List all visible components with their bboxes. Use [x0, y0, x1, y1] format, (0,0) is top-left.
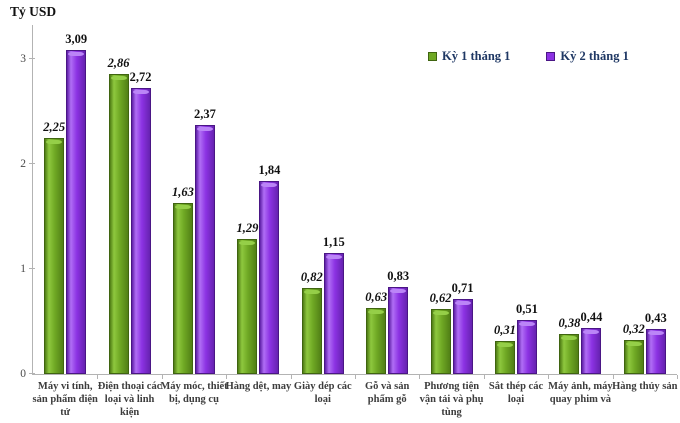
bar-group: 0,31 0,51 Sắt thép các loại: [484, 25, 548, 405]
bar-group: 2,86 2,72 Điện thoại các loại và linh kiện: [97, 25, 162, 417]
bar: [559, 334, 580, 374]
xtick-mark: [612, 375, 614, 379]
legend-item: Kỳ 1 tháng 1: [428, 49, 510, 64]
bar: [516, 320, 537, 374]
ytick-label: 2: [20, 158, 26, 170]
xtick-mark: [226, 375, 228, 379]
bar-group: 1,29 1,84 Hàng dệt, may: [226, 25, 292, 392]
bar-value-label: 0,44: [580, 309, 603, 324]
xtick-mark: [677, 375, 678, 379]
bar: [366, 307, 387, 374]
ytick-mark: [29, 163, 35, 164]
xtick-mark: [548, 375, 550, 379]
bar: [237, 238, 258, 374]
bar-value-label: 2,86: [107, 55, 130, 70]
bar-group: 0,82 1,15 Giày dép các loại: [291, 25, 355, 405]
bar: [194, 125, 215, 374]
ytick-label: 1: [20, 263, 26, 275]
bar: [323, 253, 344, 374]
bar-value-label: 0,62: [429, 290, 452, 305]
bar-value-label: 2,72: [129, 70, 152, 85]
bar-value-label: 1,84: [258, 162, 281, 177]
bar-group: 2,25 3,09 Máy vi tính, sản phẩm điện tử: [33, 25, 98, 418]
category-label: Máy ảnh, máy quay phim và: [548, 381, 613, 405]
category-label: Hàng thủy sản: [612, 381, 678, 392]
bar-value-label: 0,38: [558, 316, 581, 331]
ytick-label: 0: [20, 368, 26, 380]
bar-group: 0,32 0,43 Hàng thủy sản: [612, 25, 677, 392]
bar-value-label: 1,15: [322, 235, 345, 250]
ytick-mark: [29, 373, 35, 374]
bar: [430, 308, 451, 374]
bar: [108, 73, 129, 374]
bar: [645, 328, 666, 374]
bar: [301, 287, 322, 374]
legend-swatch-icon: [428, 52, 437, 61]
bar-value-label: 0,63: [365, 289, 388, 304]
ytick-label: 3: [20, 53, 26, 65]
legend: Kỳ 1 tháng 1 Kỳ 2 tháng 1: [428, 49, 629, 64]
bar-group: 0,38 0,44 Máy ảnh, máy quay phim và: [548, 25, 612, 404]
bar-value-label: 2,37: [194, 107, 216, 122]
bar-group: 0,63 0,83 Gỗ và sản phẩm gỗ: [355, 25, 419, 404]
category-label: Phương tiện vận tải và phụ tùng: [419, 381, 484, 418]
plot-area: 0 1 2 3 2,25 3,09 Máy vi tính, sản phẩm điện t…: [20, 25, 678, 418]
category-label: Hàng dệt, may: [225, 381, 292, 392]
category-label: Điện thoại các loại và linh kiện: [97, 381, 162, 418]
bar: [494, 341, 515, 374]
bar-value-label: 0,43: [644, 310, 667, 325]
bar-value-label: 2,25: [43, 119, 66, 134]
legend-item: Kỳ 2 tháng 1: [546, 49, 629, 64]
ytick-mark: [29, 268, 35, 269]
bar-value-label: 1,29: [236, 220, 259, 235]
bar: [452, 299, 473, 374]
xtick-mark: [419, 375, 421, 379]
bar-group: 1,63 2,37 Máy móc, thiết bị, dụng cụ: [160, 25, 227, 405]
bar: [623, 340, 644, 374]
y-axis-title: Tỷ USD: [10, 4, 57, 19]
legend-swatch-icon: [546, 52, 556, 61]
bar-value-label: 0,83: [387, 268, 410, 283]
xtick-mark: [483, 375, 485, 379]
xtick-mark: [161, 375, 163, 379]
bar-value-label: 3,09: [65, 31, 88, 46]
xtick-mark: [355, 375, 356, 379]
category-label: Giày dép các loại: [293, 381, 352, 405]
bar: [66, 49, 87, 374]
bar: [259, 180, 280, 374]
bar: [581, 327, 602, 374]
bar-value-label: 0,71: [451, 281, 474, 296]
bar-value-label: 0,51: [516, 302, 538, 317]
category-label: Máy móc, thiết bị, dụng cụ: [160, 381, 228, 405]
bar-value-label: 0,82: [300, 269, 323, 284]
legend-label: Kỳ 2 tháng 1: [560, 49, 629, 63]
bar: [172, 202, 193, 374]
category-label: Máy vi tính, sản phẩm điện tử: [32, 381, 98, 418]
xtick-mark: [97, 375, 99, 379]
ytick-mark: [29, 58, 35, 59]
bar: [44, 137, 65, 374]
bar-value-label: 0,31: [494, 323, 516, 338]
bar-value-label: 1,63: [172, 184, 194, 199]
category-label: Gỗ và sản phẩm gỗ: [365, 381, 410, 405]
legend-label: Kỳ 1 tháng 1: [442, 49, 511, 63]
bar: [388, 286, 409, 374]
bar: [130, 88, 151, 374]
bar-group: 0,62 0,71 Phương tiện vận tải và phụ tùng: [419, 25, 484, 418]
xtick-mark: [290, 375, 292, 379]
bar-value-label: 0,32: [622, 322, 645, 337]
category-label: Sắt thép các loại: [488, 381, 544, 405]
